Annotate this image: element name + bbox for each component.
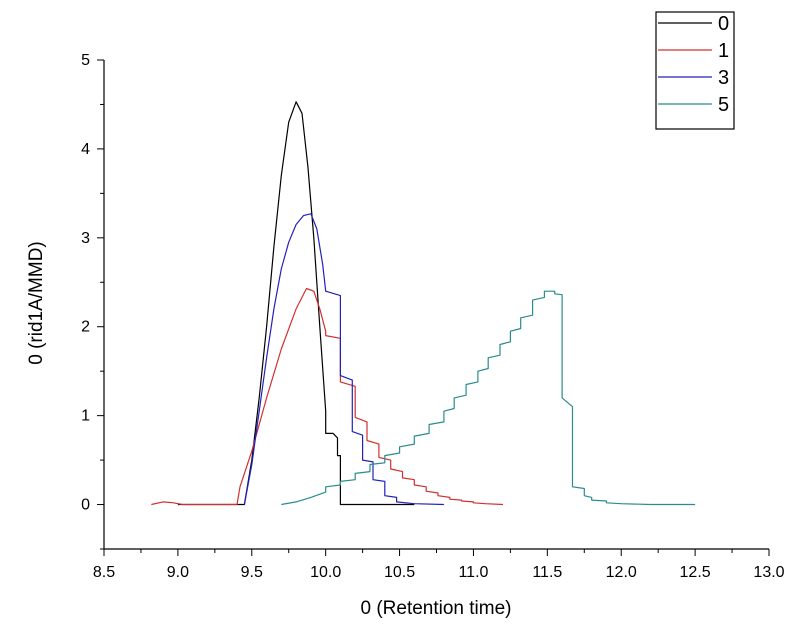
legend-label-0: 0	[718, 13, 729, 35]
axes	[103, 60, 769, 550]
x-tick-label: 12.5	[680, 564, 711, 581]
x-tick-label: 10.5	[384, 564, 415, 581]
y-tick-label: 2	[81, 319, 90, 336]
x-tick-label: 9.0	[167, 564, 189, 581]
x-tick-label: 10.0	[310, 564, 341, 581]
series-0-line	[177, 101, 415, 506]
x-tick-label: 11.0	[458, 564, 488, 581]
x-tick-label: 13.0	[753, 564, 784, 581]
series-3-line	[243, 213, 444, 506]
series-5-line	[281, 290, 696, 506]
y-tick-label: 4	[81, 141, 90, 158]
y-tick-label: 0	[81, 497, 90, 514]
x-tick-label: 9.5	[241, 564, 263, 581]
legend: 0 1 3 5	[655, 11, 735, 130]
y-tick-label: 5	[81, 52, 90, 69]
x-axis-title: 0 (Retention time)	[360, 598, 511, 619]
legend-box	[655, 11, 735, 130]
y-axis-ticks: 0 1 2 3 4 5	[81, 52, 104, 550]
y-tick-label: 3	[81, 230, 90, 247]
series-1-line	[151, 287, 504, 506]
x-tick-label: 12.0	[606, 564, 637, 581]
legend-label-3: 3	[718, 67, 729, 89]
x-axis-ticks: 8.5 9.0 9.5 10.0 10.5 11.0 11.5 12.0 12.5 13.0	[93, 549, 785, 581]
x-tick-label: 8.5	[93, 564, 115, 581]
series-layer	[151, 101, 696, 506]
x-tick-label: 11.5	[532, 564, 562, 581]
y-tick-label: 1	[81, 408, 90, 425]
legend-label-1: 1	[718, 40, 729, 62]
legend-label-5: 5	[718, 94, 729, 116]
y-axis-title: 0 (rid1A/MMD)	[26, 241, 47, 365]
